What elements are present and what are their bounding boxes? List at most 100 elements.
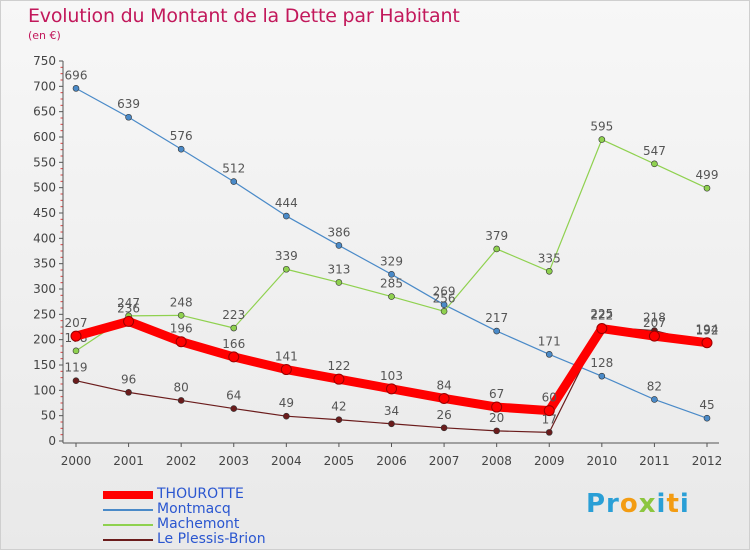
data-point	[228, 351, 240, 363]
y-tick-label: 450	[33, 206, 56, 220]
data-label: 547	[643, 144, 666, 158]
data-label: 45	[699, 398, 714, 412]
data-point	[72, 377, 80, 385]
data-label: 194	[696, 323, 719, 337]
data-point	[651, 396, 658, 403]
legend-swatch	[103, 490, 153, 499]
chart-title: Evolution du Montant de la Dette par Hab…	[28, 5, 460, 27]
data-label: 84	[436, 378, 451, 392]
y-tick-label: 250	[33, 307, 56, 321]
legend-item-thourotte: THOUROTTE	[103, 487, 266, 502]
data-label: 166	[222, 337, 245, 351]
data-point	[230, 178, 238, 185]
data-point	[440, 301, 448, 309]
data-label: 696	[65, 68, 88, 82]
legend-item-montmacq: Montmacq	[103, 502, 266, 517]
x-tick-label: 2000	[61, 454, 92, 468]
data-label: 269	[433, 285, 456, 299]
data-point	[177, 397, 185, 404]
data-point	[283, 265, 290, 273]
x-tick-label: 2003	[218, 454, 249, 468]
data-point	[388, 293, 395, 300]
data-label: 67	[489, 387, 504, 401]
data-label: 379	[485, 229, 508, 243]
y-tick-label: 50	[41, 409, 56, 423]
y-tick-label: 650	[33, 105, 56, 119]
data-label: 339	[275, 249, 298, 263]
data-point	[545, 267, 553, 275]
legend-item-le-plessis-brion: Le Plessis-Brion	[103, 532, 266, 547]
data-label: 171	[538, 334, 561, 348]
data-point	[545, 429, 553, 436]
data-point	[440, 307, 448, 315]
data-point	[177, 145, 185, 153]
data-point	[72, 85, 80, 92]
data-point	[335, 416, 343, 424]
data-label: 285	[380, 277, 403, 291]
data-label: 217	[485, 311, 508, 325]
chart-subtitle: (en €)	[28, 29, 61, 42]
y-tick-label: 550	[33, 155, 56, 169]
data-point	[598, 136, 606, 143]
x-tick-label: 2004	[271, 454, 302, 468]
y-tick-label: 350	[33, 257, 56, 271]
data-point	[177, 312, 185, 319]
data-point	[491, 401, 503, 413]
y-tick-label: 100	[33, 383, 56, 397]
data-point	[388, 420, 395, 428]
data-point	[125, 389, 132, 396]
data-label: 236	[117, 301, 140, 315]
x-tick-label: 2008	[481, 454, 512, 468]
data-point	[440, 424, 448, 432]
data-point	[598, 372, 606, 380]
legend: THOUROTTE Montmacq Machemont Le Plessis-…	[103, 487, 266, 547]
data-point	[648, 330, 660, 342]
data-label: 80	[174, 380, 189, 394]
data-label: 256	[433, 291, 456, 305]
data-label: 82	[647, 379, 662, 393]
data-label: 335	[538, 251, 561, 265]
data-label: 329	[380, 254, 403, 268]
data-label: 207	[65, 316, 88, 330]
data-label: 386	[327, 225, 350, 239]
data-point	[651, 160, 658, 168]
legend-item-machemont: Machemont	[103, 517, 266, 532]
data-label: 225	[590, 307, 613, 321]
data-point	[543, 405, 555, 417]
y-tick-label: 600	[33, 130, 56, 144]
x-tick-label: 2012	[692, 454, 723, 468]
legend-label: Montmacq	[157, 501, 231, 517]
y-tick-label: 300	[33, 282, 56, 296]
y-tick-label: 400	[33, 231, 56, 245]
data-label: 639	[117, 97, 140, 111]
data-label: 119	[65, 361, 88, 375]
data-point	[386, 383, 397, 395]
data-label: 576	[170, 129, 193, 143]
legend-label: Le Plessis-Brion	[157, 531, 266, 547]
x-tick-label: 2005	[324, 454, 355, 468]
data-label: 313	[327, 262, 350, 276]
data-label: 218	[643, 311, 666, 325]
data-label: 444	[275, 196, 298, 210]
data-label: 96	[121, 372, 136, 386]
data-point	[388, 271, 395, 278]
data-label: 512	[222, 162, 245, 176]
data-label: 42	[331, 400, 346, 414]
data-label: 49	[279, 396, 294, 410]
legend-swatch	[103, 508, 153, 511]
data-label: 60	[542, 391, 557, 405]
data-label: 595	[590, 120, 613, 134]
data-point	[493, 427, 500, 435]
data-point	[493, 327, 500, 335]
data-label: 20	[489, 411, 504, 425]
data-point	[701, 337, 713, 349]
data-label: 103	[380, 369, 403, 383]
y-tick-label: 0	[48, 434, 56, 448]
data-point	[125, 113, 132, 121]
data-label: 247	[117, 296, 140, 310]
data-label: 207	[643, 316, 666, 330]
data-label: 141	[275, 350, 298, 364]
data-point	[70, 330, 82, 342]
